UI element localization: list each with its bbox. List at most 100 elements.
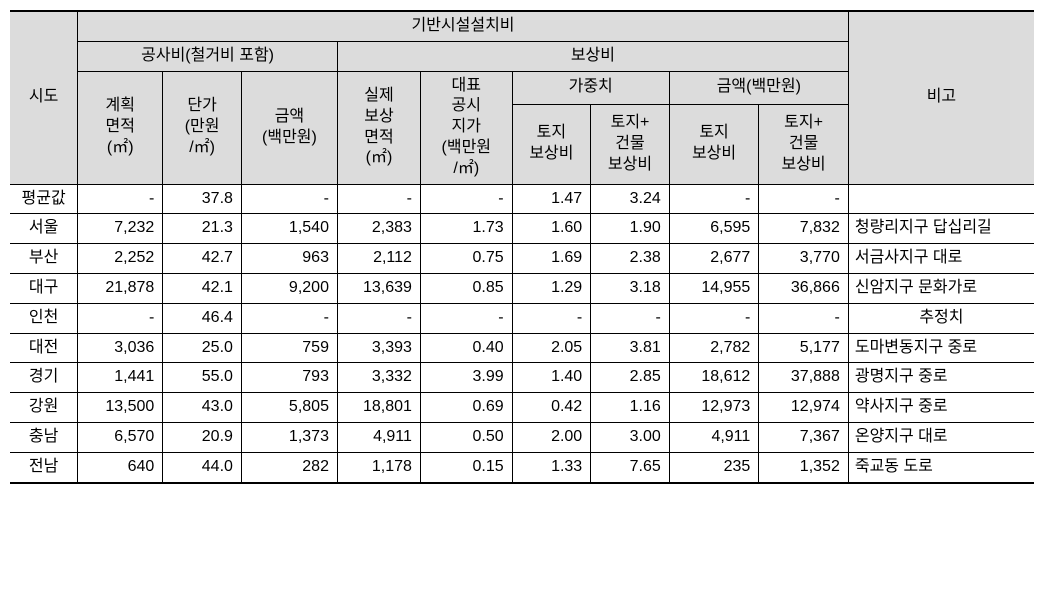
cell-comp-area: 1,178 [337,452,420,482]
cell-plan-area: 1,441 [78,363,163,393]
cell-unit-price: 21.3 [163,214,242,244]
cell-remark: 도마변동지구 중로 [848,333,1034,363]
cell-amount: 1,540 [241,214,337,244]
cell-m-land: 2,677 [669,244,759,274]
cell-plan-area: 7,232 [78,214,163,244]
header-plan-area: 계획면적(㎡) [78,71,163,184]
header-amount: 금액(백만원) [241,71,337,184]
header-sido: 시도 [10,11,78,184]
cell-sido: 경기 [10,363,78,393]
cell-remark: 광명지구 중로 [848,363,1034,393]
cell-w-lb: 2.38 [591,244,670,274]
cell-sido: 평균값 [10,184,78,214]
cell-remark: 서금사지구 대로 [848,244,1034,274]
cell-m-land: 18,612 [669,363,759,393]
table-row: 서울7,23221.31,5402,3831.731.601.906,5957,… [10,214,1034,244]
cell-sido: 충남 [10,422,78,452]
cell-m-lb: - [759,303,849,333]
cell-w-lb: 1.16 [591,393,670,423]
cell-m-land: - [669,303,759,333]
cell-w-lb: 3.24 [591,184,670,214]
cell-m-lb: 37,888 [759,363,849,393]
cell-land-price: 0.75 [420,244,512,274]
cell-m-land: 235 [669,452,759,482]
cell-amount: 793 [241,363,337,393]
cell-plan-area: 640 [78,452,163,482]
cell-w-land: 2.05 [512,333,591,363]
table-row: 부산2,25242.79632,1120.751.692.382,6773,77… [10,244,1034,274]
cell-land-price: 1.73 [420,214,512,244]
cell-m-land: 6,595 [669,214,759,244]
cell-unit-price: 42.1 [163,273,242,303]
cell-land-price: 0.15 [420,452,512,482]
cell-sido: 부산 [10,244,78,274]
cell-remark: 청량리지구 답십리길 [848,214,1034,244]
cell-sido: 전남 [10,452,78,482]
cell-remark [848,184,1034,214]
cell-plan-area: 3,036 [78,333,163,363]
cell-w-lb: 7.65 [591,452,670,482]
cell-w-land: 1.69 [512,244,591,274]
cell-unit-price: 42.7 [163,244,242,274]
cell-comp-area: 2,112 [337,244,420,274]
cell-m-land: 4,911 [669,422,759,452]
cell-land-price: - [420,184,512,214]
cell-w-lb: - [591,303,670,333]
cell-comp-area: - [337,184,420,214]
cell-w-land: 1.33 [512,452,591,482]
cell-amount: 1,373 [241,422,337,452]
header-unit-price: 단가(만원/㎡) [163,71,242,184]
cell-sido: 대전 [10,333,78,363]
cell-plan-area: - [78,184,163,214]
table-body: 평균값-37.8---1.473.24--서울7,23221.31,5402,3… [10,184,1034,482]
cell-amount: 9,200 [241,273,337,303]
cell-plan-area: 6,570 [78,422,163,452]
header-amount-m: 금액(백만원) [669,71,848,104]
cell-w-lb: 3.81 [591,333,670,363]
cell-w-lb: 3.18 [591,273,670,303]
cell-land-price: 3.99 [420,363,512,393]
table-row: 경기1,44155.07933,3323.991.402.8518,61237,… [10,363,1034,393]
cell-w-land: - [512,303,591,333]
cell-m-land: 14,955 [669,273,759,303]
table-row: 인천-46.4-------추정치 [10,303,1034,333]
cell-w-lb: 1.90 [591,214,670,244]
cell-w-land: 0.42 [512,393,591,423]
cell-w-lb: 3.00 [591,422,670,452]
cell-comp-area: 4,911 [337,422,420,452]
cell-m-lb: - [759,184,849,214]
cell-amount: 963 [241,244,337,274]
cell-comp-area: - [337,303,420,333]
cell-remark: 온양지구 대로 [848,422,1034,452]
header-construction-cost: 공사비(철거비 포함) [78,41,338,71]
cell-unit-price: 25.0 [163,333,242,363]
cell-w-land: 2.00 [512,422,591,452]
cell-m-land: 2,782 [669,333,759,363]
cell-land-price: 0.85 [420,273,512,303]
cell-unit-price: 44.0 [163,452,242,482]
cell-remark: 추정치 [848,303,1034,333]
header-weight: 가중치 [512,71,669,104]
cell-amount: 759 [241,333,337,363]
cell-plan-area: - [78,303,163,333]
cell-land-price: - [420,303,512,333]
cell-plan-area: 21,878 [78,273,163,303]
cell-comp-area: 2,383 [337,214,420,244]
cell-land-price: 0.40 [420,333,512,363]
cell-m-lb: 7,367 [759,422,849,452]
cell-sido: 대구 [10,273,78,303]
table-row: 강원13,50043.05,80518,8010.690.421.1612,97… [10,393,1034,423]
cell-amount: - [241,303,337,333]
header-compensation: 보상비 [337,41,848,71]
header-infra-cost: 기반시설설치비 [78,11,849,41]
cell-unit-price: 55.0 [163,363,242,393]
cell-w-land: 1.29 [512,273,591,303]
cell-w-land: 1.47 [512,184,591,214]
cell-amount: 282 [241,452,337,482]
cell-comp-area: 3,393 [337,333,420,363]
table-row: 충남6,57020.91,3734,9110.502.003.004,9117,… [10,422,1034,452]
infra-cost-table: 시도 기반시설설치비 비고 공사비(철거비 포함) 보상비 계획면적(㎡) 단가… [10,10,1034,484]
cell-w-land: 1.60 [512,214,591,244]
table-row: 대구21,87842.19,20013,6390.851.293.1814,95… [10,273,1034,303]
cell-sido: 서울 [10,214,78,244]
